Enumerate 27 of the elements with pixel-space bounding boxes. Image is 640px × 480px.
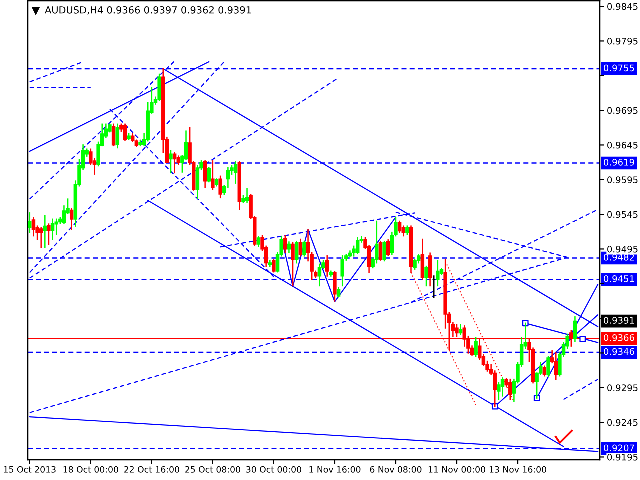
x-tick-label: 18 Oct 00:00 [64,466,118,473]
ref-line-label: 0.9755 [604,64,634,72]
y-tick-label: 0.9645 [608,142,638,149]
ref-line-label: 0.9346 [604,348,634,356]
y-tick-label: 0.9495 [608,246,638,253]
x-tick-label: 6 Nov 08:00 [370,466,422,473]
x-tick-label: 13 Nov 16:00 [490,466,546,473]
x-tick-label: 25 Oct 08:00 [186,466,240,473]
x-tick-label: 30 Oct 00:00 [246,466,302,473]
y-tick-label: 0.9545 [608,211,638,218]
x-tick-label: 15 Oct 2013 [4,466,56,473]
y-tick-label: 0.9195 [608,454,638,461]
y-tick-label: 0.9795 [608,38,638,45]
y-tick-label: 0.9845 [608,3,638,10]
x-tick-label: 22 Oct 16:00 [124,466,180,473]
y-tick-label: 0.9695 [608,107,638,114]
chart-title: AUDUSD,H4 0.9366 0.9397 0.9362 0.9391 [45,6,252,15]
x-tick-label: 11 Nov 00:00 [428,466,486,473]
ref-line-label: 0.9619 [604,159,634,166]
ref-line-label: 0.9207 [604,444,634,452]
annotation: 0.9391 [604,317,634,324]
ref-line-label: 0.9451 [604,276,634,282]
x-tick-label: 1 Nov 16:00 [310,466,361,473]
ref-line-label: 0.9366 [604,334,634,342]
y-tick-label: 0.9245 [608,419,638,426]
y-tick-label: 0.9295 [608,384,638,392]
y-tick-label: 0.9595 [608,176,638,184]
